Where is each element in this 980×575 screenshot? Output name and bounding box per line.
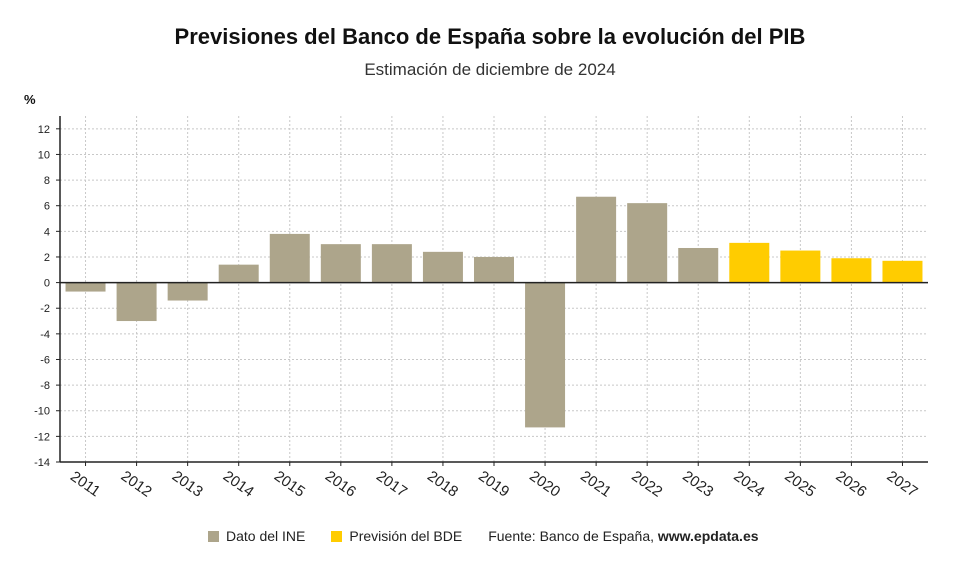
x-tick-label-2019: 2019 xyxy=(475,468,512,501)
y-tick-label: 2 xyxy=(44,252,50,264)
x-tick-label-2012: 2012 xyxy=(118,468,155,501)
chart-title: Previsiones del Banco de España sobre la… xyxy=(174,24,806,49)
y-tick-label: -14 xyxy=(34,457,50,469)
y-tick-label: 4 xyxy=(44,226,50,238)
y-tick-label: -4 xyxy=(40,329,50,341)
legend-swatch-bde xyxy=(331,530,343,542)
y-tick-label: -12 xyxy=(34,431,50,443)
y-tick-label: 0 xyxy=(44,278,50,290)
x-tick-label-2015: 2015 xyxy=(271,468,308,501)
bar-bde-2024 xyxy=(729,242,770,283)
bar-ine-2017 xyxy=(371,244,412,283)
bar-ine-2012 xyxy=(116,282,157,322)
x-tick-label-2016: 2016 xyxy=(322,468,359,501)
source-prefix: Fuente: Banco de España, xyxy=(488,528,658,544)
bar-bde-2027 xyxy=(882,260,923,283)
x-tick-label-2017: 2017 xyxy=(373,468,410,501)
x-tick-label-2021: 2021 xyxy=(577,468,614,501)
bar-ine-2019 xyxy=(474,256,514,283)
bar-chart: 12 10 8 6 4 2 0 -2 -4 -6 -8 -10 -12 -14 2011 2012 2013 20… xyxy=(34,116,928,501)
legend-label-ine: Dato del INE xyxy=(226,528,306,544)
y-tick-label: 12 xyxy=(38,124,50,136)
bar-bde-2026 xyxy=(831,258,872,283)
y-tick-label: -10 xyxy=(34,406,50,418)
x-tick-label-2027: 2027 xyxy=(884,468,921,501)
x-tick-label-2022: 2022 xyxy=(628,468,665,501)
y-tick-label: -2 xyxy=(40,303,50,315)
y-tick-label: 6 xyxy=(44,201,50,213)
y-tick-label: -6 xyxy=(40,354,50,366)
bar-ine-2013 xyxy=(167,282,208,301)
bar-ine-2016 xyxy=(320,244,361,283)
y-tick-label: 10 xyxy=(38,149,50,161)
x-tick-label-2024: 2024 xyxy=(730,468,767,501)
bar-ine-2011 xyxy=(65,282,106,292)
legend-swatch-ine xyxy=(208,530,219,542)
y-axis-unit-label: % xyxy=(24,92,36,107)
x-tick-label-2011: 2011 xyxy=(67,468,103,500)
legend-item-bde: Previsión del BDE xyxy=(331,528,462,544)
bar-bde-2025 xyxy=(780,250,821,283)
legend: Dato del INE Previsión del BDE Fuente: B… xyxy=(208,528,759,544)
bar-ine-2015 xyxy=(269,233,310,283)
bar-ine-2021 xyxy=(576,196,617,283)
bar-ine-2022 xyxy=(627,203,668,283)
x-tick-label-2018: 2018 xyxy=(424,468,461,501)
legend-label-bde: Previsión del BDE xyxy=(349,528,463,544)
chart-subtitle: Estimación de diciembre de 2024 xyxy=(364,60,616,79)
bar-ine-2023 xyxy=(678,247,719,283)
bar-ine-2014 xyxy=(218,264,259,283)
x-tick-label-2013: 2013 xyxy=(169,468,206,501)
legend-item-ine: Dato del INE xyxy=(208,528,305,544)
x-tick-label-2020: 2020 xyxy=(526,468,563,501)
x-tick-label-2025: 2025 xyxy=(782,468,819,501)
x-tick-label-2014: 2014 xyxy=(220,468,257,501)
bar-ine-2020 xyxy=(525,282,566,428)
source-note: Fuente: Banco de España, www.epdata.es xyxy=(488,528,758,544)
source-site: www.epdata.es xyxy=(657,528,759,544)
y-tick-label: -8 xyxy=(40,380,50,392)
x-tick-label-2026: 2026 xyxy=(833,468,870,501)
bar-ine-2018 xyxy=(422,251,463,283)
x-tick-label-2023: 2023 xyxy=(679,468,716,501)
y-tick-label: 8 xyxy=(44,175,50,187)
